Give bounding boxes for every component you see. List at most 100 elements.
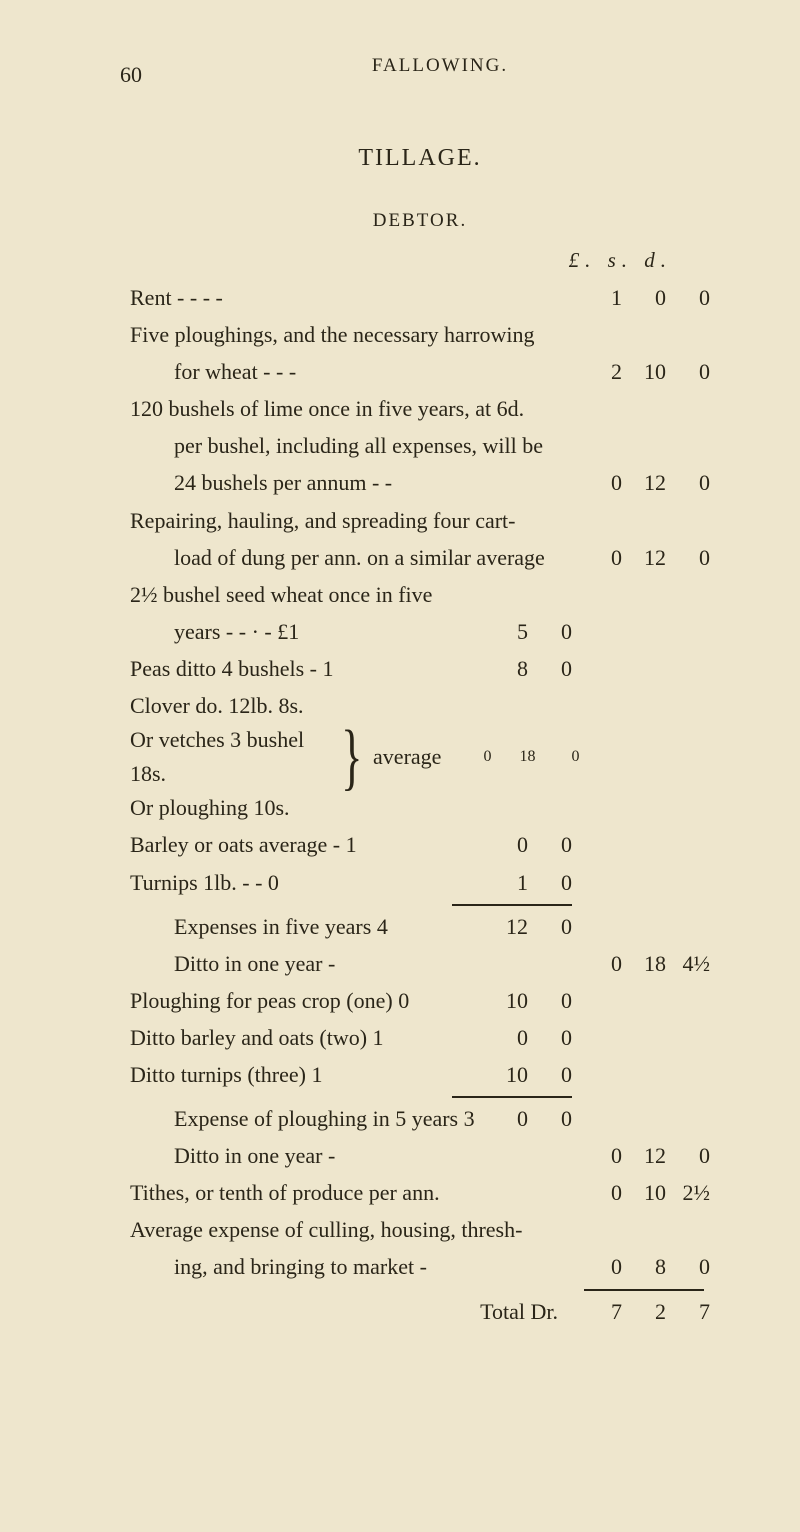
- row-amounts: 12 0: [484, 910, 572, 944]
- col-shillings: 10: [484, 984, 528, 1018]
- col-pounds: 0: [447, 748, 491, 766]
- col-pence: 0: [528, 866, 572, 900]
- average-label: average: [373, 744, 441, 770]
- page-number: 60: [120, 62, 142, 88]
- row-label: Ditto turnips (three) 1: [130, 1058, 484, 1092]
- col-shillings: 0: [622, 281, 666, 315]
- col-pence: 4½: [666, 947, 710, 981]
- horizontal-rule: [584, 1289, 704, 1291]
- row-label: Ditto in one year -: [130, 1139, 578, 1173]
- row-amounts: 0 18 0: [447, 748, 579, 766]
- brace-icon: }: [341, 722, 362, 792]
- row-label: Repairing, hauling, and spreading four c…: [130, 504, 710, 538]
- total-label: Total Dr.: [130, 1295, 578, 1329]
- ledger-row: 2½ bushel seed wheat once in five: [130, 578, 710, 612]
- row-label: Ploughing for peas crop (one) 0: [130, 984, 484, 1018]
- row-amounts: 5 0: [484, 615, 572, 649]
- horizontal-rule: [452, 904, 572, 906]
- row-label: 120 bushels of lime once in five years, …: [130, 392, 710, 426]
- ledger-row: Tithes, or tenth of produce per ann. 0 1…: [130, 1176, 710, 1210]
- col-shillings: 12: [622, 466, 666, 500]
- col-pence: 0: [666, 1139, 710, 1173]
- ledger-row: Five ploughings, and the necessary harro…: [130, 318, 710, 352]
- col-pence: 0: [666, 355, 710, 389]
- brace-line: Or ploughing 10s.: [130, 791, 334, 825]
- row-amounts: 7 2 7: [578, 1295, 710, 1329]
- row-label: Expense of ploughing in 5 years 3: [130, 1102, 484, 1136]
- row-amounts: 8 0: [484, 652, 572, 686]
- row-amounts: 0 10 2½: [578, 1176, 710, 1210]
- brace-line: Or vetches 3 bushel 18s.: [130, 723, 334, 791]
- row-label: Tithes, or tenth of produce per ann.: [130, 1176, 578, 1210]
- currency-header: £. s. d.: [130, 248, 710, 273]
- running-head: FALLOWING.: [130, 55, 710, 77]
- brace-group: Clover do. 12lb. 8s. Or vetches 3 bushel…: [130, 689, 710, 825]
- ledger-row: Ditto in one year - 0 12 0: [130, 1139, 710, 1173]
- row-label: Expenses in five years 4: [130, 910, 484, 944]
- col-pence: 0: [528, 1021, 572, 1055]
- col-pounds: 0: [578, 1250, 622, 1284]
- row-amounts: 0 0: [484, 1102, 572, 1136]
- col-pence: 0: [535, 748, 579, 766]
- col-shillings: 5: [484, 615, 528, 649]
- col-shillings: 18: [491, 748, 535, 766]
- total-row: Total Dr. 7 2 7: [130, 1295, 710, 1329]
- ledger-row: 120 bushels of lime once in five years, …: [130, 392, 710, 426]
- col-pounds: 0: [578, 466, 622, 500]
- col-shillings: 2: [622, 1295, 666, 1329]
- row-label: Five ploughings, and the necessary harro…: [130, 318, 710, 352]
- col-pounds: 0: [578, 541, 622, 575]
- ledger-row: Expense of ploughing in 5 years 3 0 0: [130, 1102, 710, 1136]
- row-amounts: 2 10 0: [578, 355, 710, 389]
- col-pence: 0: [528, 652, 572, 686]
- col-pence: 0: [528, 1102, 572, 1136]
- row-label: Peas ditto 4 bushels - 1: [130, 652, 484, 686]
- row-label: load of dung per ann. on a similar avera…: [130, 541, 578, 575]
- row-label: 24 bushels per annum - -: [130, 466, 578, 500]
- row-label: Average expense of culling, housing, thr…: [130, 1213, 710, 1247]
- row-label: per bushel, including all expenses, will…: [130, 429, 710, 463]
- ledger-row: for wheat - - - 2 10 0: [130, 355, 710, 389]
- row-amounts: 0 18 4½: [578, 947, 710, 981]
- col-shillings: 1: [484, 866, 528, 900]
- col-pence: 0: [666, 466, 710, 500]
- col-pence: 0: [528, 615, 572, 649]
- col-pence: 0: [528, 910, 572, 944]
- row-amounts: 0 12 0: [578, 541, 710, 575]
- col-shillings: 12: [622, 541, 666, 575]
- col-shillings: 10: [622, 355, 666, 389]
- col-pence: 0: [528, 1058, 572, 1092]
- col-shillings: 10: [484, 1058, 528, 1092]
- ledger-row: load of dung per ann. on a similar avera…: [130, 541, 710, 575]
- col-pence: 0: [528, 828, 572, 862]
- col-shillings: 0: [484, 828, 528, 862]
- row-label: Ditto barley and oats (two) 1: [130, 1021, 484, 1055]
- row-amounts: 10 0: [484, 984, 572, 1018]
- ledger-row: Average expense of culling, housing, thr…: [130, 1213, 710, 1247]
- ledger-row: Ditto in one year - 0 18 4½: [130, 947, 710, 981]
- ledger-row: Turnips 1lb. - - 0 1 0: [130, 866, 710, 900]
- section-title: TILLAGE.: [130, 145, 710, 172]
- col-pence: 2½: [666, 1176, 710, 1210]
- ledger-row: Barley or oats average - 1 0 0: [130, 828, 710, 862]
- col-shillings: 8: [622, 1250, 666, 1284]
- col-pence: 0: [666, 281, 710, 315]
- row-label: Turnips 1lb. - - 0: [130, 866, 484, 900]
- ledger-row: Expenses in five years 4 12 0: [130, 910, 710, 944]
- ledger-row: years - - · - £1 5 0: [130, 615, 710, 649]
- col-pence: 0: [528, 984, 572, 1018]
- subtitle: DEBTOR.: [130, 210, 710, 232]
- row-label: 2½ bushel seed wheat once in five: [130, 578, 710, 612]
- row-label: years - - · - £1: [130, 615, 484, 649]
- ledger-row: Repairing, hauling, and spreading four c…: [130, 504, 710, 538]
- col-pounds: 1: [578, 281, 622, 315]
- col-pounds: 2: [578, 355, 622, 389]
- col-pounds: 0: [578, 1176, 622, 1210]
- ledger-row: per bushel, including all expenses, will…: [130, 429, 710, 463]
- ledger-row: Rent - - - - 1 0 0: [130, 281, 710, 315]
- row-amounts: 0 0: [484, 1021, 572, 1055]
- row-amounts: 0 12 0: [578, 466, 710, 500]
- ledger-row: Ditto turnips (three) 1 10 0: [130, 1058, 710, 1092]
- row-amounts: 1 0 0: [578, 281, 710, 315]
- col-pounds: 0: [578, 1139, 622, 1173]
